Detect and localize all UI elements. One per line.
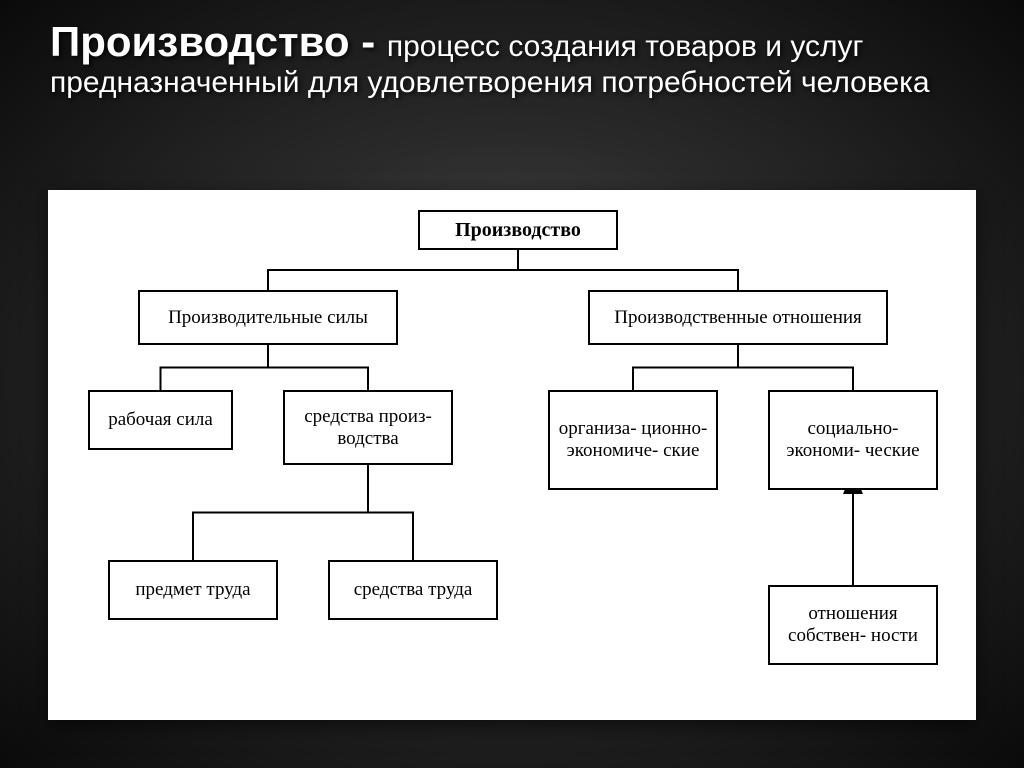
edge-means-tools — [368, 465, 413, 560]
node-means: средства произ- водства — [283, 390, 453, 465]
title-dash: - — [350, 18, 387, 65]
node-orgecon: организа- ционно- экономиче- ские — [548, 390, 718, 490]
title-main: Производство — [50, 18, 350, 65]
edge-means-subj — [193, 465, 368, 560]
diagram-panel: Производство Производительные силы Произво… — [48, 190, 976, 720]
slide-title: Производство - процесс создания товаров … — [50, 18, 984, 100]
node-pforces: Производительные силы — [138, 290, 398, 345]
node-tools: средства труда — [328, 560, 498, 620]
edge-root-prel — [518, 250, 738, 290]
edge-prel-orgecon — [633, 345, 738, 390]
node-owner: отношения собствен- ности — [768, 585, 938, 665]
node-root: Производство — [418, 210, 618, 250]
node-prel: Производственные отношения — [588, 290, 888, 345]
edge-pforces-means — [268, 345, 368, 390]
edge-prel-socecon — [738, 345, 853, 390]
node-socecon: социально- экономи- ческие — [768, 390, 938, 490]
node-subj: предмет труда — [108, 560, 278, 620]
edge-pforces-labor — [161, 345, 269, 390]
edge-root-pforces — [268, 250, 518, 290]
node-labor: рабочая сила — [88, 390, 233, 450]
